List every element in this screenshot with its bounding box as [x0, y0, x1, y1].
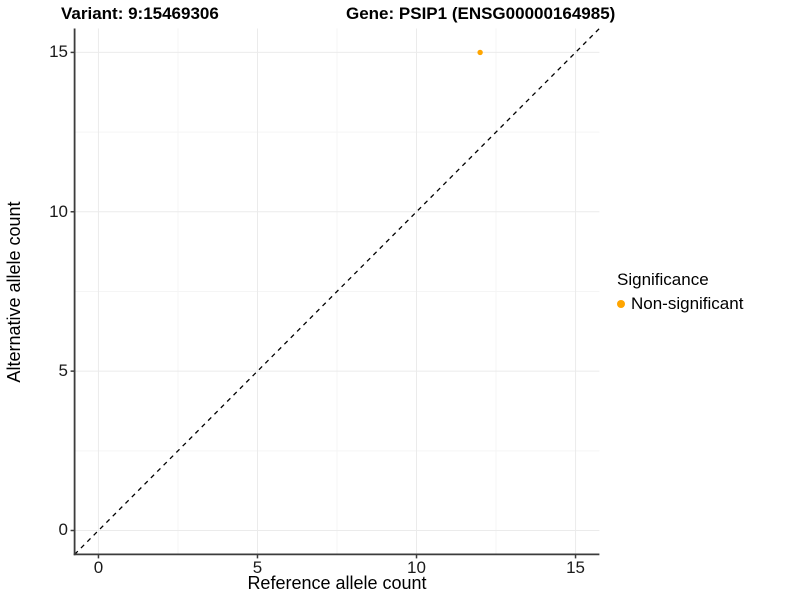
y-tick-label: 0 — [58, 520, 68, 540]
y-axis-title: Alternative allele count — [4, 201, 24, 383]
x-tick-label: 0 — [93, 558, 104, 578]
plot-title-gene: Gene: PSIP1 (ENSG00000164985) — [346, 4, 616, 23]
legend-entry-non-significant: Non-significant — [617, 293, 743, 314]
identity-dashed-line — [74, 28, 600, 555]
plot-title-variant: Variant: 9:15469306 — [61, 4, 219, 23]
x-axis-title: Reference allele count — [247, 573, 427, 593]
y-tick-label: 10 — [49, 201, 68, 221]
legend-title: Significance — [617, 270, 709, 289]
x-tick-label: 15 — [566, 558, 585, 578]
legend: Significance Non-significant — [617, 269, 743, 314]
legend-circle-icon — [617, 299, 625, 308]
x-tick-label: 5 — [252, 558, 263, 578]
x-tick-label: 10 — [407, 558, 426, 578]
y-tick-label: 5 — [58, 361, 68, 381]
y-tick-label: 15 — [49, 42, 68, 62]
data-point-non-significant — [477, 49, 483, 56]
legend-entry-label: Non-significant — [631, 294, 744, 313]
